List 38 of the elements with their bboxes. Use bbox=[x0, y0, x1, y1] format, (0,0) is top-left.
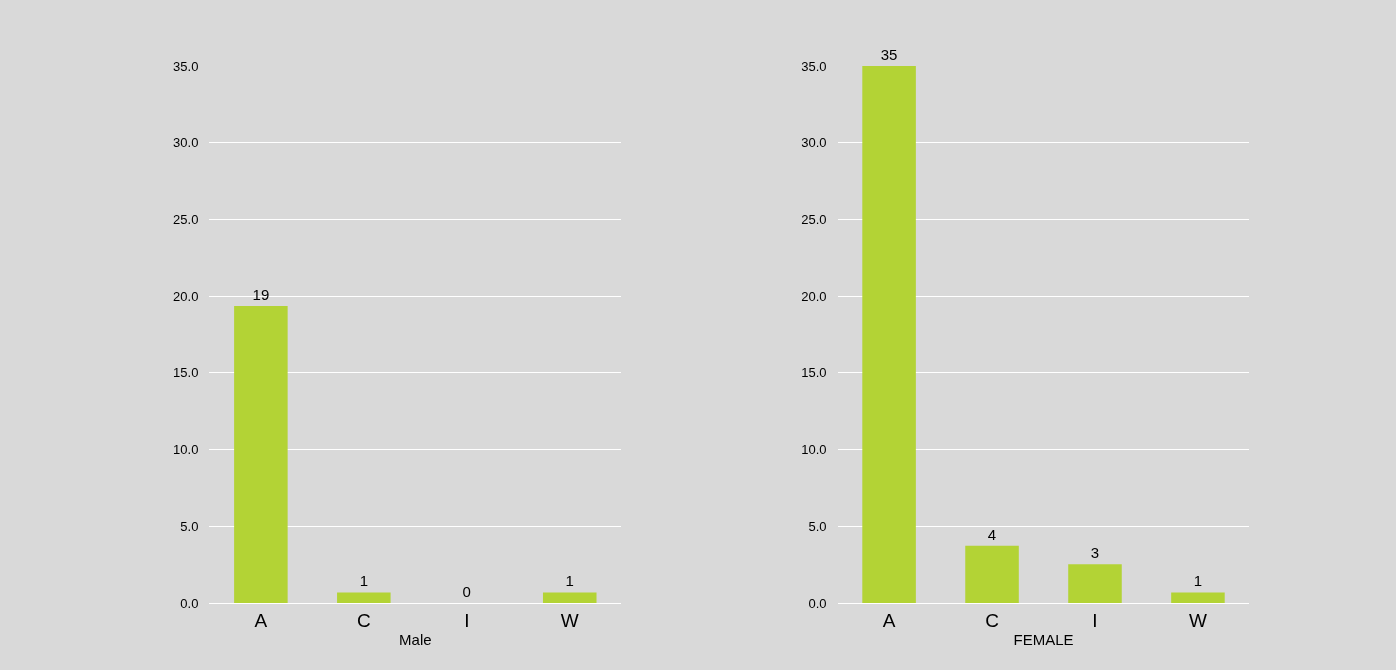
data-label: 19 bbox=[252, 286, 270, 304]
data-label: 3 bbox=[1090, 544, 1100, 562]
y-tick-label: 20.0 bbox=[801, 288, 827, 304]
y-tick-label: 35.0 bbox=[173, 58, 199, 74]
x-axis-title: Male bbox=[399, 630, 432, 648]
data-label: 0 bbox=[462, 583, 471, 601]
x-tick-label: A bbox=[882, 609, 896, 631]
y-tick-label: 15.0 bbox=[801, 365, 827, 381]
data-label: 1 bbox=[1193, 572, 1203, 590]
data-label: 1 bbox=[359, 572, 368, 590]
y-tick-label: 10.0 bbox=[801, 442, 827, 458]
x-tick-label: I bbox=[464, 609, 470, 631]
y-tick-label: 0.0 bbox=[808, 595, 827, 611]
data-label: 35 bbox=[880, 45, 898, 63]
bar bbox=[965, 545, 1019, 604]
bar bbox=[1171, 592, 1225, 604]
y-tick-label: 30.0 bbox=[173, 135, 199, 151]
y-tick-label: 5.0 bbox=[808, 518, 827, 534]
x-axis-title: FEMALE bbox=[1013, 630, 1074, 648]
bar bbox=[862, 65, 916, 604]
y-tick-label: 35.0 bbox=[801, 58, 827, 74]
x-tick-label: A bbox=[254, 609, 268, 631]
bar bbox=[1068, 564, 1122, 604]
data-label: 1 bbox=[565, 572, 574, 590]
y-tick-label: 0.0 bbox=[180, 595, 199, 611]
x-tick-label: W bbox=[1188, 609, 1207, 631]
y-tick-label: 5.0 bbox=[180, 518, 199, 534]
x-tick-label: W bbox=[560, 609, 579, 631]
y-tick-label: 20.0 bbox=[173, 288, 199, 304]
y-tick-label: 25.0 bbox=[173, 211, 199, 227]
y-tick-label: 25.0 bbox=[801, 211, 827, 227]
y-tick-label: 15.0 bbox=[173, 365, 199, 381]
data-label: 4 bbox=[987, 525, 997, 543]
x-tick-label: I bbox=[1092, 609, 1098, 631]
x-tick-label: C bbox=[985, 609, 999, 631]
y-tick-label: 30.0 bbox=[801, 135, 827, 151]
y-tick-label: 10.0 bbox=[173, 442, 199, 458]
x-tick-label: C bbox=[356, 609, 371, 631]
